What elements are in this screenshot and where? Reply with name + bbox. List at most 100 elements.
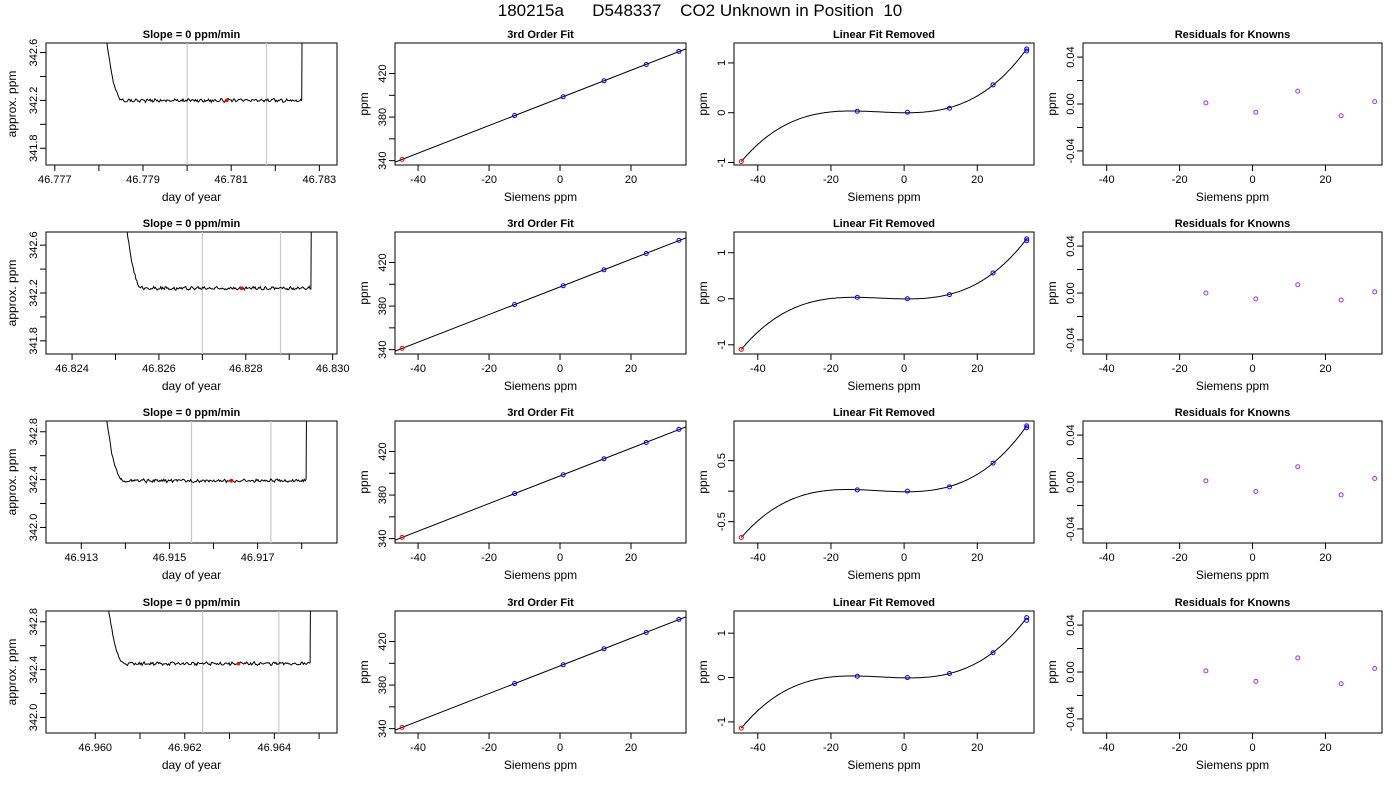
data-point xyxy=(1253,488,1259,494)
x-axis-label: Siemens ppm xyxy=(504,758,577,772)
plot-frame xyxy=(1082,420,1383,544)
data-point xyxy=(643,61,649,67)
x-tick-label: -20 xyxy=(1172,174,1188,186)
panel-title: Slope = 0 ppm/min xyxy=(143,218,241,230)
x-axis-label: Siemens ppm xyxy=(1196,758,1269,772)
y-tick-label: -0.04 xyxy=(1065,516,1077,541)
panel-title: Slope = 0 ppm/min xyxy=(143,29,241,41)
x-tick-label: 0 xyxy=(901,174,907,186)
data-point xyxy=(399,156,405,162)
plot-frame xyxy=(1082,610,1383,734)
data-point xyxy=(224,98,229,103)
data-point xyxy=(854,673,860,679)
data-point xyxy=(904,296,910,302)
plot-frame xyxy=(733,231,1035,355)
data-point xyxy=(1253,678,1259,684)
page-title: 180215a D548337 CO2 Unknown in Position … xyxy=(497,1,903,20)
y-axis-label: approx. ppm xyxy=(5,71,19,138)
y-tick-label: 0.00 xyxy=(1065,661,1077,682)
data-point xyxy=(601,646,607,652)
y-axis-label: ppm xyxy=(696,92,710,115)
fit-curve xyxy=(740,617,1028,729)
y-tick-label: 342.2 xyxy=(28,87,40,115)
panel-title: Linear Fit Removed xyxy=(833,407,935,419)
data-point xyxy=(512,491,518,497)
x-tick-label: 0 xyxy=(557,552,563,564)
data-point xyxy=(560,662,566,668)
panel-title: 3rd Order Fit xyxy=(507,29,574,41)
x-tick-label: 20 xyxy=(625,552,637,564)
data-point xyxy=(1203,478,1209,484)
x-tick-label: 0 xyxy=(901,742,907,754)
x-tick-label: 0 xyxy=(1249,742,1255,754)
x-tick-label: 46.777 xyxy=(38,174,72,186)
panel-title: Linear Fit Removed xyxy=(833,597,935,609)
panel-r3-fit: 3rd Order Fit -40 -20 0 20 340 380 420 Siemens p… xyxy=(357,407,687,582)
data-point xyxy=(1203,668,1209,674)
x-tick-label: 20 xyxy=(971,363,983,375)
panel-title: Linear Fit Removed xyxy=(833,218,935,230)
plot-frame xyxy=(394,420,687,544)
y-tick-label: 0.00 xyxy=(1065,93,1077,114)
data-point xyxy=(946,671,952,677)
data-point xyxy=(1024,238,1030,244)
y-tick-label: 340 xyxy=(377,340,389,358)
data-point xyxy=(1024,46,1030,52)
data-point xyxy=(399,724,405,730)
plot-area xyxy=(106,421,307,543)
y-tick-label: 342.4 xyxy=(28,466,40,494)
y-axis-label: ppm xyxy=(1045,470,1059,493)
x-tick-label: -40 xyxy=(1099,552,1115,564)
y-axis-label: ppm xyxy=(1045,92,1059,115)
y-tick-label: 340 xyxy=(377,719,389,737)
x-tick-label: -40 xyxy=(1099,174,1115,186)
x-axis-label: Siemens ppm xyxy=(504,379,577,393)
plot-area xyxy=(395,616,686,731)
data-point xyxy=(1372,289,1378,295)
y-tick-label: 1 xyxy=(716,250,728,256)
plot-area xyxy=(1203,464,1378,498)
data-trace xyxy=(106,43,303,104)
data-point xyxy=(643,439,649,445)
panel-title: Residuals for Knowns xyxy=(1175,407,1291,419)
x-tick-label: 46.913 xyxy=(64,552,98,564)
y-tick-label: 342.0 xyxy=(28,514,40,542)
data-point xyxy=(1295,282,1301,288)
x-tick-label: 0 xyxy=(557,174,563,186)
y-tick-label: 420 xyxy=(377,632,389,650)
y-tick-label: 380 xyxy=(377,108,389,126)
x-tick-label: -40 xyxy=(750,174,766,186)
data-point xyxy=(946,292,952,298)
x-tick-label: 20 xyxy=(1319,174,1331,186)
data-trace xyxy=(106,421,307,484)
y-tick-label: 0 xyxy=(716,296,728,302)
y-tick-label: 342.6 xyxy=(28,231,40,259)
x-tick-label: -40 xyxy=(750,552,766,564)
data-point xyxy=(1372,99,1378,105)
data-point xyxy=(1024,617,1030,623)
data-point xyxy=(601,78,607,84)
x-tick-label: 20 xyxy=(971,174,983,186)
panel-r4-slope: Slope = 0 ppm/min 46.960 46.962 46.964 342.0… xyxy=(5,597,338,772)
fit-line xyxy=(395,616,686,731)
x-tick-label: -20 xyxy=(823,174,839,186)
y-tick-label: 0.04 xyxy=(1065,46,1077,67)
panel-title: Residuals for Knowns xyxy=(1175,597,1291,609)
y-axis-label: ppm xyxy=(696,470,710,493)
data-point xyxy=(560,94,566,100)
x-tick-label: 20 xyxy=(625,363,637,375)
plot-frame xyxy=(45,610,338,734)
x-tick-label: -20 xyxy=(481,742,497,754)
x-tick-label: -40 xyxy=(1099,742,1115,754)
y-tick-label: 342.4 xyxy=(28,656,40,684)
plot-frame xyxy=(733,42,1035,166)
y-tick-label: 380 xyxy=(377,297,389,315)
y-tick-label: 420 xyxy=(377,253,389,271)
panel-r2-fit: 3rd Order Fit -40 -20 0 20 340 380 420 Siemens p… xyxy=(357,218,687,393)
plot-area xyxy=(1203,88,1378,119)
data-point xyxy=(738,725,744,731)
x-tick-label: -40 xyxy=(410,174,426,186)
data-point xyxy=(512,681,518,687)
y-tick-label: 0.00 xyxy=(1065,282,1077,303)
